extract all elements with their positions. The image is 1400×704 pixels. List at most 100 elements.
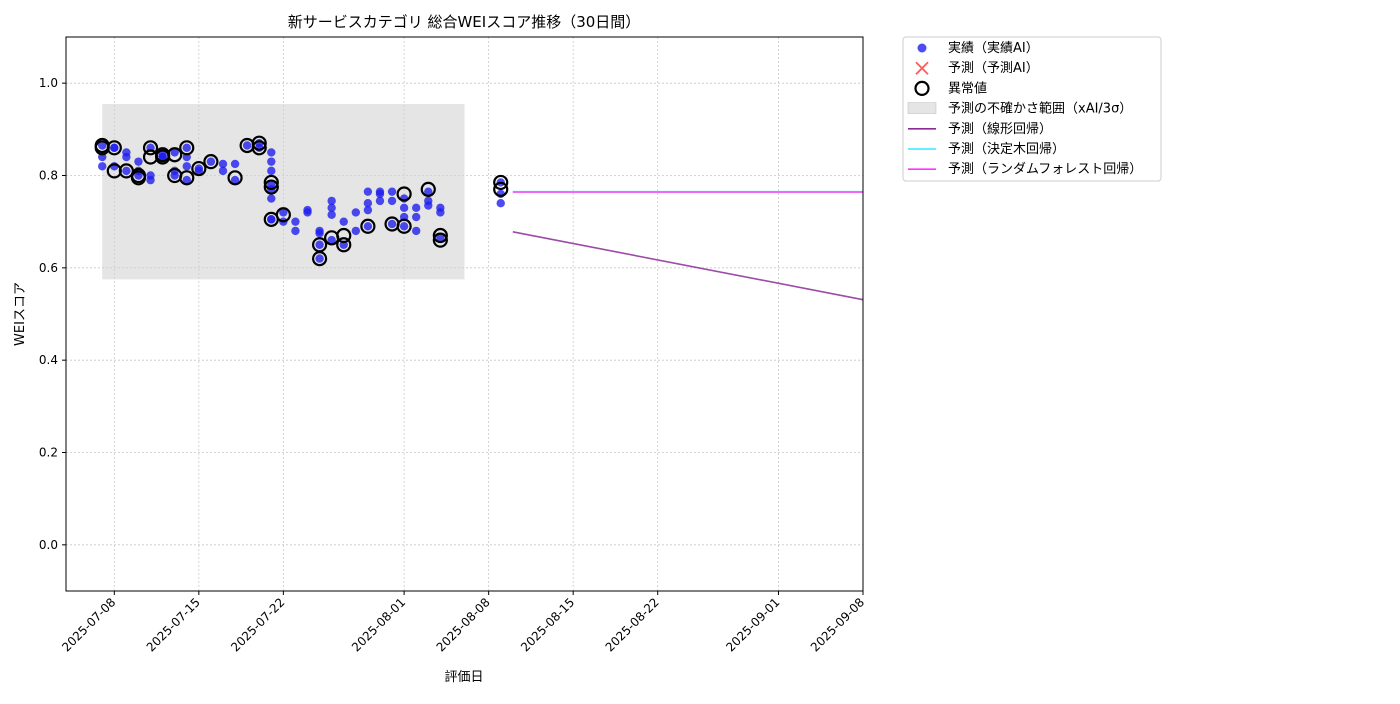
x-tick-label: 2025-08-15 [518, 595, 577, 654]
legend-marker-ring [914, 80, 930, 97]
y-tick-label: 0.0 [39, 538, 58, 552]
anomaly-point [396, 186, 412, 202]
anomaly-point [336, 227, 352, 244]
anomaly-point [263, 179, 279, 195]
actual-point [351, 208, 361, 217]
anomaly-point [251, 140, 267, 156]
legend-marker-patch [907, 102, 937, 114]
legend-marker-dot [917, 43, 927, 53]
anomaly-points-layer [94, 135, 509, 267]
anomaly-point [167, 147, 183, 163]
anomaly-point [251, 135, 267, 151]
actual-point [424, 196, 433, 206]
x-tick-label: 2025-09-08 [808, 595, 867, 654]
actual-point [267, 157, 276, 166]
anomaly-point [396, 218, 412, 234]
legend-label: 予測（予測AI） [948, 61, 1039, 76]
legend-label: 予測（線形回帰） [948, 121, 1052, 137]
actual-point [267, 148, 276, 157]
legend-label: 異常値 [948, 80, 987, 96]
x-axis-label: 評価日 [444, 670, 483, 685]
x-tick-label: 2025-07-15 [144, 595, 203, 654]
actual-point [218, 159, 228, 169]
x-tick-label: 2025-08-08 [434, 595, 493, 654]
actual-point [363, 199, 373, 208]
uncertainty-band [102, 103, 465, 280]
forecast-line-layer [512, 190, 864, 301]
uncertainty-band-layer [102, 103, 465, 280]
x-tick-label: 2025-08-01 [349, 595, 408, 654]
actual-point [327, 203, 336, 213]
actual-point [267, 166, 276, 176]
x-tick-label: 2025-07-22 [228, 595, 287, 654]
actual-point [158, 150, 167, 159]
actual-point [339, 217, 348, 226]
actual-point [363, 205, 373, 215]
actual-point [267, 194, 276, 203]
actual-point [279, 208, 288, 217]
anomaly-point [420, 181, 436, 197]
anomaly-point [275, 207, 291, 223]
forecast-line [512, 231, 864, 301]
y-tick-label: 0.8 [39, 169, 58, 183]
chart-title: 新サービスカテゴリ 総合WEIスコア推移（30日間） [288, 13, 641, 31]
legend-label: 予測の不確かさ範囲（xAI/3σ） [948, 101, 1132, 117]
actual-point [436, 203, 445, 213]
y-tick-label: 0.2 [39, 446, 58, 460]
anomaly-point [179, 170, 195, 186]
anomaly-point [191, 160, 207, 177]
actual-point [110, 143, 119, 152]
actual-point [98, 162, 107, 171]
actual-point [267, 215, 276, 224]
actual-point [411, 212, 421, 222]
actual-point [436, 233, 445, 243]
legend-frame [902, 36, 1162, 182]
anomaly-point [142, 140, 159, 156]
actual-point [399, 203, 409, 213]
anomaly-point [130, 170, 147, 186]
anomaly-point [493, 174, 509, 191]
actual-point [411, 226, 421, 236]
actual-point [411, 203, 421, 213]
x-tick-label: 2025-09-01 [723, 595, 782, 654]
actual-point [424, 187, 433, 196]
actual-point [303, 205, 312, 215]
actual-point [182, 175, 191, 185]
actual-point [387, 219, 397, 229]
x-tick-label: 2025-08-22 [603, 595, 662, 654]
legend-label: 実績（実績AI） [948, 40, 1039, 56]
actual-point [206, 157, 216, 166]
actual-point [194, 164, 204, 173]
actual-point [363, 187, 373, 196]
anomaly-point [227, 170, 243, 186]
actual-point [291, 217, 300, 226]
plot-frame [65, 36, 864, 592]
actual-point [122, 148, 131, 157]
actual-point [218, 166, 228, 176]
actual-point [375, 189, 385, 199]
y-tick-label: 0.4 [39, 353, 58, 367]
anomaly-point [179, 140, 195, 156]
x-tick-label: 2025-07-08 [59, 595, 118, 654]
actual-point [351, 226, 361, 236]
anomaly-point [263, 174, 279, 191]
actual-point [327, 210, 336, 219]
anomaly-point [432, 227, 448, 244]
anomaly-point [360, 218, 376, 234]
actual-point [327, 235, 336, 245]
actual-point [399, 222, 409, 231]
actual-point [146, 175, 155, 185]
anomaly-point [336, 237, 352, 253]
actual-point [122, 166, 131, 176]
actual-point [375, 196, 385, 206]
actual-point [242, 141, 252, 150]
anomaly-point [432, 232, 448, 248]
actual-point [230, 159, 240, 169]
anomaly-point [493, 181, 509, 197]
actual-point [315, 240, 324, 249]
y-tick-label: 1.0 [39, 76, 58, 90]
actual-point [363, 222, 373, 231]
actual-point [315, 254, 324, 263]
actual-point [315, 229, 324, 238]
actual-point [496, 199, 505, 208]
